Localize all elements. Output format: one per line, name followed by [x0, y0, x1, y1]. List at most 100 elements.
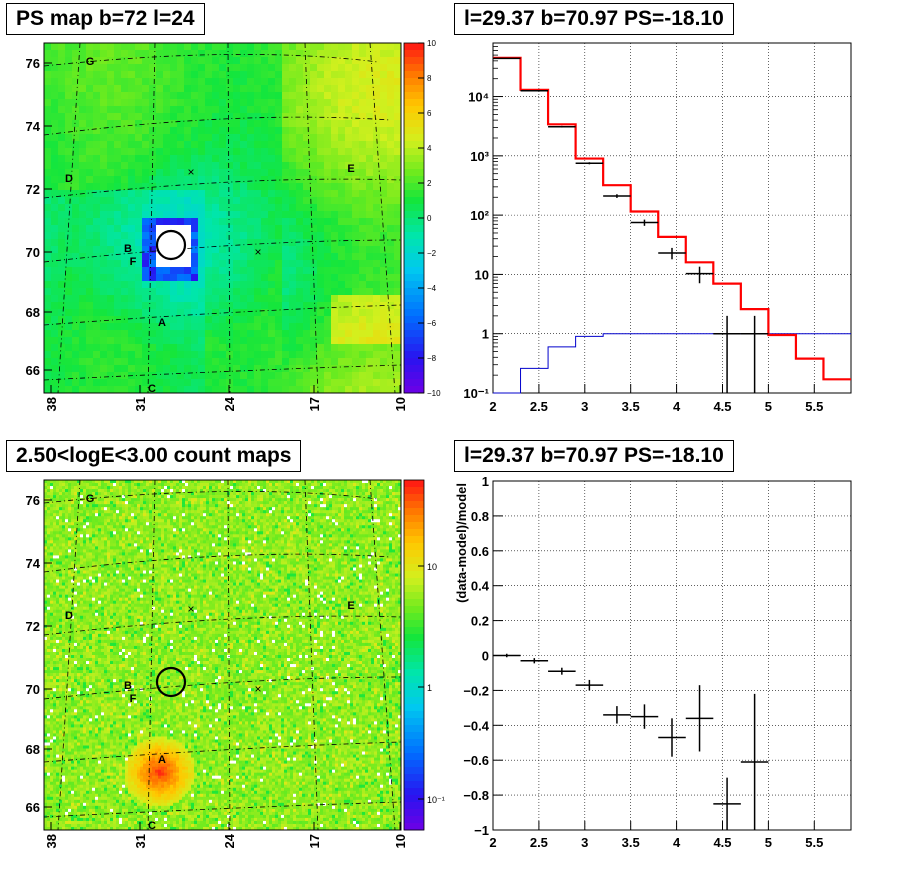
- count-heatmap-cell: [353, 516, 356, 519]
- ps-heatmap-cell: [219, 99, 226, 106]
- count-heatmap-cell: [323, 516, 326, 519]
- ps-heatmap-cell: [107, 365, 114, 372]
- count-heatmap-cell: [344, 501, 347, 504]
- count-heatmap-cell: [302, 528, 305, 531]
- ps-heatmap-cell: [114, 155, 121, 162]
- count-heatmap-cell: [140, 489, 143, 492]
- count-heatmap-cell: [80, 531, 83, 534]
- ps-heatmap-cell: [86, 113, 93, 120]
- ps-heatmap-cell: [156, 71, 163, 78]
- ps-heatmap-cell: [44, 204, 51, 211]
- ps-heatmap-cell: [72, 120, 79, 127]
- count-heatmap-cell: [323, 510, 326, 513]
- ps-heatmap-cell: [380, 64, 387, 71]
- ps-heatmap-cell: [72, 204, 79, 211]
- ps-heatmap-cell: [366, 148, 373, 155]
- count-heatmap-cell: [350, 492, 353, 495]
- count-heatmap-cell: [263, 486, 266, 489]
- count-heatmap-cell: [344, 486, 347, 489]
- count-heatmap-cell: [242, 522, 245, 525]
- ps-heatmap-cell: [331, 288, 338, 295]
- ps-heatmap-cell: [51, 211, 58, 218]
- count-heatmap-cell: [194, 483, 197, 486]
- ps-heatmap-cell: [205, 225, 212, 232]
- ps-heatmap-cell: [254, 232, 261, 239]
- count-heatmap-cell: [293, 531, 296, 534]
- count-heatmap-cell: [209, 483, 212, 486]
- ps-colorbar-tick-label: 8: [427, 74, 432, 83]
- ps-heatmap-cell: [107, 176, 114, 183]
- count-heatmap-cell: [56, 531, 59, 534]
- count-heatmap-cell: [92, 516, 95, 519]
- ps-heatmap-cell: [177, 274, 184, 281]
- count-heatmap-cell: [59, 522, 62, 525]
- ps-heatmap-cell: [163, 204, 170, 211]
- spectrum-frame: [493, 43, 851, 393]
- ps-heatmap-cell: [261, 106, 268, 113]
- count-heatmap-cell: [110, 504, 113, 507]
- ps-heatmap-cell: [205, 379, 212, 386]
- count-heatmap-cell: [176, 525, 179, 528]
- ps-heatmap-cell: [352, 127, 359, 134]
- count-heatmap-cell: [149, 504, 152, 507]
- ps-heatmap-cell: [100, 337, 107, 344]
- ps-colorbar-step: [404, 302, 424, 309]
- count-heatmap-cell: [233, 483, 236, 486]
- count-heatmap-cell: [179, 516, 182, 519]
- ps-heatmap-cell: [79, 288, 86, 295]
- count-heatmap-cell: [263, 522, 266, 525]
- ps-heatmap-cell: [86, 141, 93, 148]
- count-heatmap-cell: [323, 486, 326, 489]
- ps-heatmap-cell: [303, 344, 310, 351]
- count-heatmap-cell: [218, 483, 221, 486]
- ps-heatmap-cell: [296, 344, 303, 351]
- ps-heatmap-cell: [345, 239, 352, 246]
- ps-heatmap-cell: [254, 148, 261, 155]
- count-heatmap-cell: [170, 504, 173, 507]
- count-heatmap-cell: [185, 516, 188, 519]
- ps-heatmap-cell: [156, 204, 163, 211]
- ps-heatmap-cell: [345, 386, 352, 393]
- count-heatmap-cell: [275, 501, 278, 504]
- count-heatmap-cell: [338, 516, 341, 519]
- ps-heatmap-cell: [275, 127, 282, 134]
- ps-heatmap-cell: [394, 78, 401, 85]
- ps-heatmap-cell: [135, 43, 142, 50]
- count-heatmap-cell: [383, 507, 386, 510]
- ps-heatmap-cell: [373, 281, 380, 288]
- count-heatmap-cell: [65, 534, 68, 537]
- ps-heatmap-cell: [317, 344, 324, 351]
- ps-heatmap-cell: [380, 386, 387, 393]
- ps-heatmap-cell: [212, 148, 219, 155]
- count-heatmap-cell: [68, 489, 71, 492]
- count-heatmap-cell: [335, 531, 338, 534]
- ps-heatmap-cell: [114, 64, 121, 71]
- count-heatmap-cell: [206, 489, 209, 492]
- count-heatmap-cell: [380, 504, 383, 507]
- count-heatmap-cell: [173, 510, 176, 513]
- ps-heatmap-cell: [121, 134, 128, 141]
- count-heatmap-cell: [344, 528, 347, 531]
- ps-heatmap-cell: [310, 253, 317, 260]
- ps-heatmap-cell: [324, 120, 331, 127]
- count-heatmap-cell: [206, 492, 209, 495]
- count-heatmap-cell: [167, 501, 170, 504]
- ps-heatmap-cell: [359, 120, 366, 127]
- ps-heatmap-cell: [170, 316, 177, 323]
- count-heatmap-cell: [65, 492, 68, 495]
- count-heatmap-cell: [158, 513, 161, 516]
- ps-heatmap-cell: [177, 197, 184, 204]
- ps-heatmap-cell: [72, 218, 79, 225]
- ps-heatmap-cell: [296, 85, 303, 92]
- ps-heatmap-cell: [219, 106, 226, 113]
- ps-heatmap-cell: [394, 309, 401, 316]
- count-heatmap-cell: [359, 489, 362, 492]
- count-heatmap-cell: [137, 513, 140, 516]
- count-heatmap-cell: [185, 489, 188, 492]
- count-heatmap-cell: [218, 486, 221, 489]
- count-heatmap-cell: [224, 507, 227, 510]
- count-heatmap-cell: [155, 519, 158, 522]
- count-heatmap-cell: [272, 528, 275, 531]
- ps-heatmap-cell: [303, 134, 310, 141]
